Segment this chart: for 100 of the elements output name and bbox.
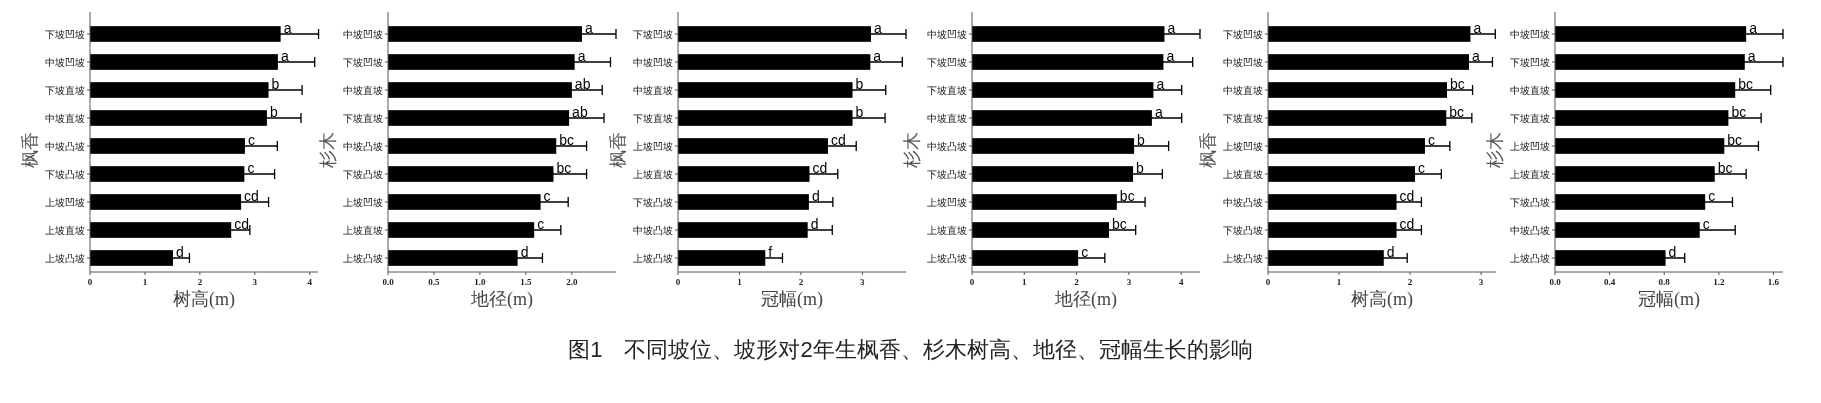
y-tick-label: 上坡凹坡: [1223, 140, 1263, 152]
y-tick-label: 下坡直坡: [343, 112, 383, 124]
x-tick-label: 1.5: [520, 277, 533, 287]
data-label: cd: [1399, 188, 1415, 204]
data-label: b: [269, 104, 278, 120]
data-label: a: [280, 48, 289, 64]
data-label: a: [1154, 104, 1163, 120]
y-tick-label: 上坡凸坡: [343, 252, 383, 264]
x-axis-title: 树高(m): [173, 289, 235, 310]
y-tick-label: 中坡凸坡: [1223, 196, 1263, 208]
y-axis-title: 杉木: [318, 132, 338, 169]
y-axis-title: 杉木: [1485, 132, 1505, 169]
y-tick-label: 上坡直坡: [343, 224, 383, 236]
y-tick-label: 下坡凸坡: [343, 168, 383, 180]
y-tick-label: 中坡凹坡: [1223, 56, 1263, 68]
data-label: bc: [556, 160, 572, 176]
y-tick-label: 下坡直坡: [1510, 112, 1550, 124]
y-axis-title: 杉木: [902, 132, 922, 169]
data-label: bc: [559, 132, 575, 148]
data-label: c: [1081, 244, 1089, 260]
y-tick-label: 下坡凸坡: [633, 196, 673, 208]
data-label: a: [873, 20, 882, 36]
y-tick-label: 上坡凹坡: [927, 196, 967, 208]
data-label: b: [1137, 132, 1146, 148]
x-tick-label: 0.0: [382, 277, 395, 287]
x-tick-label: 2.0: [566, 277, 578, 287]
data-label: b: [271, 76, 280, 92]
data-label: c: [247, 132, 255, 148]
data-label: bc: [1738, 76, 1754, 92]
data-label: a: [283, 20, 292, 36]
data-label: bc: [1119, 188, 1135, 204]
y-tick-label: 中坡凸坡: [633, 224, 673, 236]
x-tick-label: 2: [197, 277, 203, 287]
y-tick-label: 下坡凸坡: [1223, 224, 1263, 236]
y-tick-label: 下坡直坡: [927, 84, 967, 96]
x-tick-label: 0: [675, 277, 681, 287]
y-tick-label: 中坡凸坡: [1510, 224, 1550, 236]
data-label: c: [537, 216, 545, 232]
x-tick-label: 0: [969, 277, 975, 287]
y-tick-label: 上坡直坡: [633, 168, 673, 180]
data-label: bc: [1717, 160, 1733, 176]
x-tick-label: 1: [1336, 277, 1342, 287]
data-label: c: [1418, 160, 1426, 176]
data-label: cd: [1399, 216, 1415, 232]
data-label: b: [1136, 160, 1145, 176]
x-tick-label: 2: [1074, 277, 1080, 287]
y-tick-label: 下坡直坡: [45, 84, 85, 96]
y-axis-title: 枫香: [608, 132, 628, 168]
x-tick-label: 0.5: [428, 277, 441, 287]
data-label: a: [1747, 48, 1756, 64]
x-tick-label: 2: [798, 277, 804, 287]
data-label: a: [873, 48, 882, 64]
y-tick-label: 中坡直坡: [633, 84, 673, 96]
data-label: bc: [1112, 216, 1127, 232]
y-tick-label: 中坡凹坡: [633, 56, 673, 68]
x-tick-label: 0.4: [1603, 277, 1616, 287]
y-tick-label: 下坡凸坡: [1510, 196, 1550, 208]
data-label: d: [520, 244, 529, 260]
y-tick-label: 中坡直坡: [1510, 84, 1550, 96]
x-tick-label: 0: [1265, 277, 1271, 287]
y-tick-label: 下坡凹坡: [343, 56, 383, 68]
y-tick-label: 上坡凹坡: [1510, 140, 1550, 152]
data-label: d: [810, 216, 819, 232]
data-label: d: [811, 188, 820, 204]
data-label: c: [1708, 188, 1716, 204]
data-label: bc: [1449, 104, 1465, 120]
y-tick-label: 下坡凹坡: [927, 56, 967, 68]
data-label: b: [855, 104, 864, 120]
y-tick-label: 中坡凸坡: [343, 140, 383, 152]
x-tick-label: 1: [737, 277, 743, 287]
y-tick-label: 下坡直坡: [1223, 112, 1263, 124]
y-tick-label: 中坡凸坡: [927, 140, 967, 152]
x-tick-label: 1.6: [1767, 277, 1780, 287]
y-tick-label: 下坡凹坡: [1223, 28, 1263, 40]
y-axis-title: 枫香: [1198, 132, 1218, 168]
x-tick-label: 4: [1178, 277, 1184, 287]
y-tick-label: 下坡直坡: [633, 112, 673, 124]
x-tick-label: 3: [1478, 277, 1484, 287]
y-tick-label: 中坡直坡: [927, 112, 967, 124]
data-label: a: [584, 20, 593, 36]
data-label: c: [543, 188, 551, 204]
y-tick-label: 中坡凹坡: [1510, 28, 1550, 40]
x-axis-title: 地径(m): [470, 289, 533, 310]
x-tick-label: 0.8: [1658, 277, 1671, 287]
data-label: a: [1156, 76, 1165, 92]
data-label: c: [247, 160, 255, 176]
data-label: cd: [830, 132, 846, 148]
data-label: cd: [812, 160, 828, 176]
x-tick-label: 3: [860, 277, 866, 287]
y-tick-label: 上坡直坡: [1223, 168, 1263, 180]
data-label: f: [768, 244, 773, 260]
y-tick-label: 上坡凸坡: [927, 252, 967, 264]
y-tick-label: 上坡凹坡: [633, 140, 673, 152]
x-tick-label: 1: [142, 277, 148, 287]
data-label: a: [1167, 20, 1176, 36]
y-tick-label: 上坡凹坡: [45, 196, 85, 208]
data-label: d: [1668, 244, 1677, 260]
y-tick-label: 下坡凹坡: [45, 28, 85, 40]
y-tick-label: 上坡凸坡: [1510, 252, 1550, 264]
y-tick-label: 下坡凹坡: [633, 28, 673, 40]
